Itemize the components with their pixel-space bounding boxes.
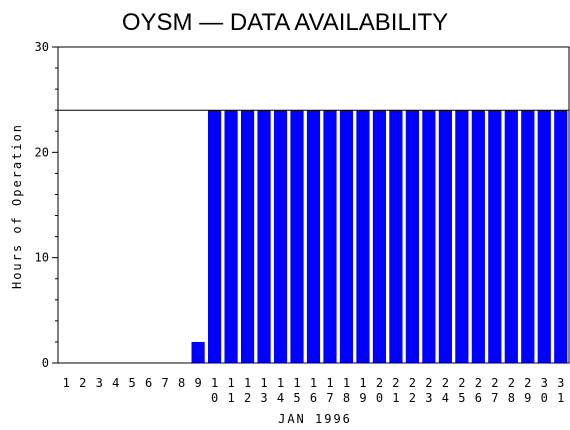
bar	[488, 110, 502, 363]
y-axis: 0 10 20 30	[35, 40, 58, 370]
bar	[273, 110, 288, 363]
y-tick-label: 20	[35, 145, 49, 159]
bar	[554, 110, 568, 363]
x-tick-label: 1	[63, 376, 70, 390]
y-tick-label: 10	[35, 251, 49, 265]
y-tick-label: 30	[35, 40, 49, 54]
bar	[537, 110, 551, 363]
x-tick-label: 6	[145, 376, 152, 390]
bar	[356, 110, 370, 363]
bar	[504, 110, 518, 363]
bar	[208, 110, 222, 363]
bar	[521, 110, 535, 363]
bar	[471, 110, 485, 363]
x-tick-label: 8	[178, 376, 185, 390]
bar	[306, 110, 321, 363]
x-tick-label: 9	[194, 376, 201, 390]
x-axis: 1 2 3 4 5 6 7 8 9 1 01 11 21 31 41 51 61 71 81 92 02 12 22 32 42…	[63, 376, 565, 405]
bar	[224, 110, 238, 363]
bar	[389, 110, 403, 363]
bar	[339, 110, 354, 363]
bar	[422, 110, 436, 363]
x-tick-label: 7	[162, 376, 169, 390]
bar	[290, 110, 304, 363]
bar	[257, 110, 271, 363]
bar	[191, 341, 205, 363]
bars	[191, 110, 568, 363]
plot-frame	[57, 46, 570, 364]
bar	[372, 110, 387, 363]
x-tick-label: 5	[129, 376, 136, 390]
bar	[455, 110, 469, 363]
x-tick-label: 2	[79, 376, 86, 390]
bar	[323, 110, 337, 363]
x-axis-label: JAN 1996	[278, 412, 352, 426]
x-tick-label: 4	[112, 376, 119, 390]
bar	[405, 110, 419, 363]
chart-title: OYSM — DATA AVAILABILITY	[122, 9, 448, 36]
bar	[438, 110, 452, 363]
bar	[240, 110, 255, 363]
y-axis-label: Hours of Operation	[10, 123, 24, 289]
x-tick-label: 3	[96, 376, 103, 390]
y-tick-label: 0	[42, 356, 49, 370]
